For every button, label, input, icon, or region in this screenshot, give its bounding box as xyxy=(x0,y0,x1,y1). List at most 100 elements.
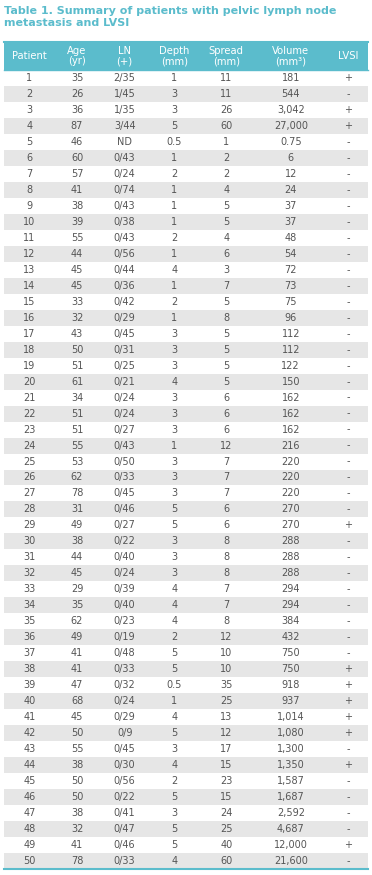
Text: 19: 19 xyxy=(23,360,35,371)
Bar xyxy=(4,725,368,741)
Text: -: - xyxy=(346,584,350,594)
Text: 51: 51 xyxy=(71,424,83,435)
Text: 3: 3 xyxy=(26,105,32,115)
Text: 3,042: 3,042 xyxy=(277,105,305,115)
Text: 0/43: 0/43 xyxy=(114,201,135,211)
Text: 73: 73 xyxy=(285,281,297,290)
Text: -: - xyxy=(346,265,350,275)
Text: 3: 3 xyxy=(171,473,177,482)
Text: 7: 7 xyxy=(223,473,229,482)
Text: -: - xyxy=(346,569,350,578)
Text: 0/29: 0/29 xyxy=(114,312,135,323)
Text: 3: 3 xyxy=(171,808,177,818)
Text: 38: 38 xyxy=(71,760,83,770)
Text: 2: 2 xyxy=(171,169,177,178)
Text: 3: 3 xyxy=(171,105,177,115)
Text: 0/56: 0/56 xyxy=(114,776,135,786)
Text: -: - xyxy=(346,153,350,163)
Text: 44: 44 xyxy=(71,248,83,259)
Text: 10: 10 xyxy=(220,648,232,658)
Text: 5: 5 xyxy=(223,329,229,339)
Bar xyxy=(4,182,368,198)
Text: 53: 53 xyxy=(71,457,83,466)
Text: 26: 26 xyxy=(71,89,83,99)
Text: 96: 96 xyxy=(285,312,297,323)
Text: 35: 35 xyxy=(220,680,232,690)
Text: 8: 8 xyxy=(223,616,229,626)
Text: 35: 35 xyxy=(71,600,83,611)
Text: Patient: Patient xyxy=(12,51,47,61)
Text: 5: 5 xyxy=(171,792,177,802)
Text: 288: 288 xyxy=(282,552,300,563)
Text: 72: 72 xyxy=(285,265,297,275)
Text: 54: 54 xyxy=(285,248,297,259)
Text: 0/48: 0/48 xyxy=(114,648,135,658)
Text: ND: ND xyxy=(117,136,132,147)
Text: 35: 35 xyxy=(23,616,36,626)
Text: +: + xyxy=(344,760,352,770)
Text: 9: 9 xyxy=(26,201,32,211)
Text: 13: 13 xyxy=(23,265,35,275)
Text: 1,300: 1,300 xyxy=(277,744,305,754)
Text: 6: 6 xyxy=(223,409,229,418)
Text: LVSI: LVSI xyxy=(338,51,358,61)
Text: 1,587: 1,587 xyxy=(277,776,305,786)
Bar xyxy=(4,501,368,517)
Text: 3: 3 xyxy=(171,329,177,339)
Bar xyxy=(4,374,368,389)
Text: 162: 162 xyxy=(282,409,300,418)
Text: 2: 2 xyxy=(171,233,177,242)
Text: 1: 1 xyxy=(26,73,32,83)
Bar xyxy=(4,150,368,166)
Text: 41: 41 xyxy=(23,712,35,722)
Text: 294: 294 xyxy=(282,584,300,594)
Text: 4: 4 xyxy=(26,121,32,131)
Text: 25: 25 xyxy=(23,457,36,466)
Text: 294: 294 xyxy=(282,600,300,611)
Text: -: - xyxy=(346,345,350,354)
Text: 18: 18 xyxy=(23,345,35,354)
Text: 270: 270 xyxy=(282,505,300,514)
Text: -: - xyxy=(346,440,350,451)
Text: 0/47: 0/47 xyxy=(114,824,135,834)
Bar xyxy=(4,805,368,821)
Text: 40: 40 xyxy=(220,840,232,850)
Text: 1: 1 xyxy=(223,136,229,147)
Bar xyxy=(4,262,368,277)
Text: 0/46: 0/46 xyxy=(114,840,135,850)
Text: 10: 10 xyxy=(220,664,232,675)
Text: 150: 150 xyxy=(282,376,300,387)
Text: 5: 5 xyxy=(171,824,177,834)
Text: 50: 50 xyxy=(71,345,83,354)
Text: 61: 61 xyxy=(71,376,83,387)
Bar xyxy=(4,42,368,70)
Text: Volume
(mm³): Volume (mm³) xyxy=(272,46,310,66)
Text: Spread
(mm): Spread (mm) xyxy=(209,46,244,66)
Text: 6: 6 xyxy=(288,153,294,163)
Text: 45: 45 xyxy=(71,569,83,578)
Bar xyxy=(4,662,368,677)
Text: 7: 7 xyxy=(26,169,32,178)
Text: 47: 47 xyxy=(23,808,36,818)
Text: -: - xyxy=(346,409,350,418)
Text: -: - xyxy=(346,185,350,195)
Text: 2: 2 xyxy=(171,633,177,642)
Text: 28: 28 xyxy=(23,505,36,514)
Text: 0/45: 0/45 xyxy=(114,329,135,339)
Text: 162: 162 xyxy=(282,424,300,435)
Text: 4: 4 xyxy=(171,265,177,275)
Text: 24: 24 xyxy=(285,185,297,195)
Text: 0.5: 0.5 xyxy=(167,136,182,147)
Text: 5: 5 xyxy=(26,136,32,147)
Text: 4: 4 xyxy=(171,616,177,626)
Bar xyxy=(4,118,368,134)
Text: +: + xyxy=(344,712,352,722)
Bar xyxy=(4,341,368,358)
Text: 1: 1 xyxy=(171,217,177,227)
Text: 4: 4 xyxy=(171,584,177,594)
Text: 23: 23 xyxy=(23,424,36,435)
Text: 220: 220 xyxy=(282,457,300,466)
Text: 0/33: 0/33 xyxy=(114,664,135,675)
Bar xyxy=(4,677,368,693)
Text: 3: 3 xyxy=(171,488,177,499)
